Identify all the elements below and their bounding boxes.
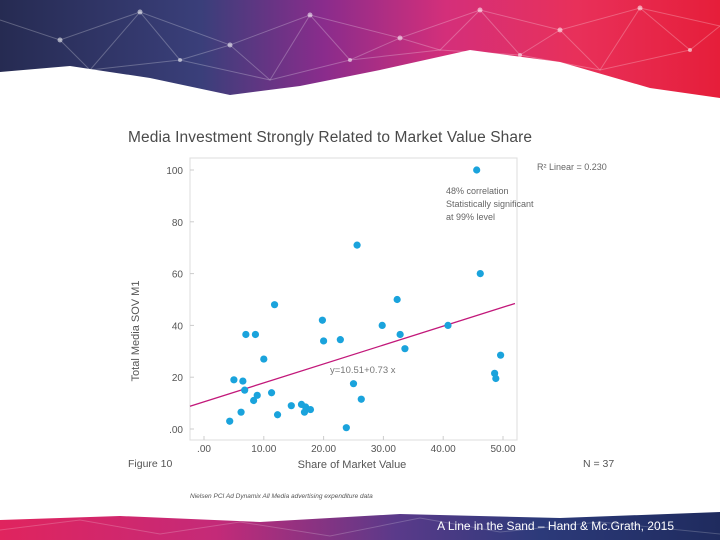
data-point (241, 386, 249, 394)
data-point (230, 376, 238, 384)
data-point (444, 321, 452, 329)
annotation-line-2: Statistically significant (446, 199, 534, 209)
data-point (237, 408, 245, 416)
data-point (401, 345, 409, 353)
y-tick-label: .00 (169, 425, 183, 436)
data-point (267, 389, 276, 397)
data-point (320, 337, 328, 345)
data-point (336, 336, 344, 344)
fit-equation: y=10.51+0.73 x (330, 365, 396, 376)
data-point (273, 411, 282, 419)
figure-label: Figure 10 (128, 458, 173, 470)
y-tick-label: 60 (172, 270, 184, 281)
data-point (306, 405, 315, 414)
chart-title: Media Investment Strongly Related to Mar… (128, 129, 533, 146)
data-point (357, 395, 365, 403)
decorative-banner-bottom (0, 512, 720, 540)
data-point (378, 321, 386, 329)
plot-frame (189, 157, 518, 441)
y-tick-label: 100 (166, 166, 183, 177)
data-point (253, 391, 261, 399)
data-point (353, 241, 361, 249)
data-point (226, 417, 234, 425)
data-point (393, 295, 401, 304)
data-point (476, 270, 484, 278)
x-tick-label: 30.00 (371, 444, 396, 455)
data-point (242, 330, 250, 339)
y-tick-label: 80 (172, 218, 184, 229)
data-point (287, 402, 295, 410)
data-point (492, 374, 500, 383)
y-tick-label: 40 (172, 321, 184, 332)
data-point (239, 377, 247, 385)
footer-citation: A Line in the Sand – Hand & Mc.Grath, 20… (437, 519, 674, 533)
data-point (318, 316, 327, 324)
data-point (396, 330, 404, 339)
data-point (270, 301, 279, 309)
annotation-line-1: 48% correlation (446, 186, 509, 196)
x-tick-label: 50.00 (490, 444, 515, 455)
data-point (260, 355, 268, 363)
data-point (342, 424, 350, 432)
decorative-banner-top (0, 0, 720, 98)
fit-line (189, 302, 516, 407)
y-tick-label: 20 (172, 373, 184, 384)
source-note: Nielsen PCI Ad Dynamix All Media adverti… (190, 493, 373, 500)
annotation-line-3: at 99% level (446, 212, 495, 222)
x-tick-label: .00 (197, 444, 211, 455)
data-point (497, 351, 505, 359)
r2-label: R² Linear = 0.230 (537, 162, 607, 172)
data-point (251, 330, 260, 339)
sample-size-label: N = 37 (583, 458, 615, 470)
data-point (250, 396, 258, 405)
data-point (349, 380, 358, 388)
x-tick-label: 20.00 (311, 444, 336, 455)
x-tick-label: 40.00 (431, 444, 456, 455)
x-tick-label: 10.00 (251, 444, 276, 455)
x-axis-title: Share of Market Value (298, 459, 407, 471)
y-axis-title: Total Media SOV M1 (130, 281, 142, 382)
data-point (473, 166, 481, 174)
